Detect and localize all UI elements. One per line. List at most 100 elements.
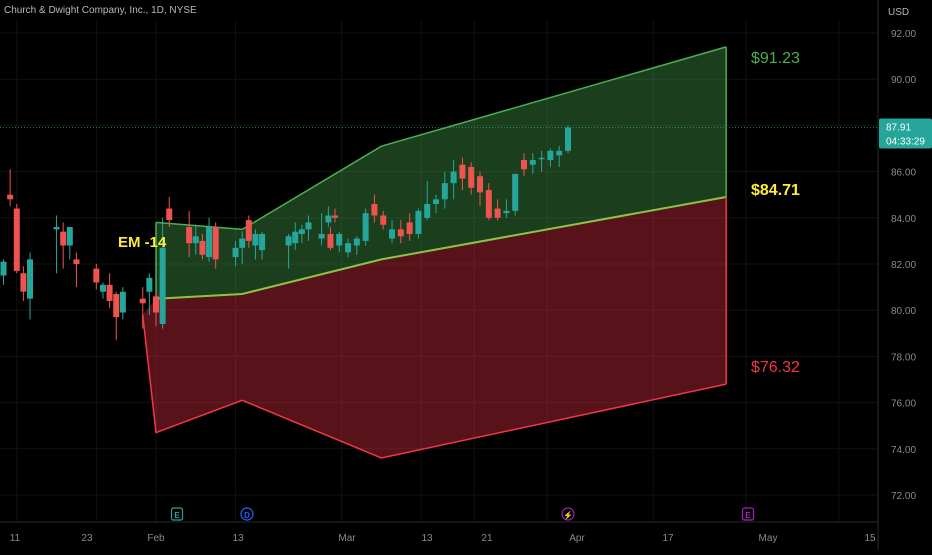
event-marker-shape bbox=[240, 507, 254, 521]
candle[interactable] bbox=[199, 233, 206, 260]
candle[interactable] bbox=[336, 231, 343, 253]
lower-band-line bbox=[141, 314, 727, 459]
event-marker-icon[interactable]: ⚡ bbox=[561, 507, 575, 521]
candle[interactable] bbox=[503, 199, 510, 218]
candle[interactable] bbox=[99, 282, 106, 299]
candle[interactable] bbox=[547, 148, 554, 167]
candle-body bbox=[66, 227, 73, 246]
candle-body bbox=[325, 215, 332, 223]
candle[interactable] bbox=[239, 231, 246, 264]
candle[interactable] bbox=[556, 146, 563, 167]
candle-body bbox=[503, 210, 510, 214]
candle[interactable] bbox=[60, 222, 67, 269]
candle[interactable] bbox=[66, 227, 73, 260]
candle[interactable] bbox=[424, 180, 431, 221]
candle-body bbox=[60, 231, 67, 246]
candle[interactable] bbox=[139, 287, 146, 329]
candle[interactable] bbox=[27, 252, 34, 320]
candle[interactable] bbox=[325, 206, 332, 228]
candle[interactable] bbox=[212, 222, 219, 269]
mid-band-line bbox=[155, 196, 727, 300]
price-axis[interactable]: USD92.0090.0088.0086.0084.0082.0080.0078… bbox=[877, 0, 932, 550]
candle[interactable] bbox=[0, 259, 7, 285]
event-marker-icon[interactable]: E bbox=[170, 507, 184, 521]
candle[interactable] bbox=[20, 266, 27, 301]
candle[interactable] bbox=[327, 227, 334, 251]
candle[interactable] bbox=[512, 173, 519, 216]
candle[interactable] bbox=[93, 264, 100, 290]
candle[interactable] bbox=[73, 252, 80, 288]
candle[interactable] bbox=[245, 215, 252, 248]
candle[interactable] bbox=[406, 213, 413, 241]
candle[interactable] bbox=[259, 231, 266, 260]
candle[interactable] bbox=[206, 217, 213, 262]
candle[interactable] bbox=[305, 215, 312, 241]
candle[interactable] bbox=[389, 220, 396, 244]
candle[interactable] bbox=[53, 215, 60, 274]
candle-body bbox=[424, 203, 431, 218]
candle[interactable] bbox=[371, 194, 378, 223]
candle-body bbox=[397, 229, 404, 237]
candle[interactable] bbox=[494, 199, 501, 221]
candle-body bbox=[529, 160, 536, 165]
candle-body bbox=[362, 213, 369, 241]
candle[interactable] bbox=[485, 183, 492, 221]
candle-body bbox=[459, 164, 466, 179]
candle[interactable] bbox=[397, 220, 404, 244]
candle[interactable] bbox=[521, 153, 528, 177]
candle-body bbox=[450, 171, 457, 184]
time-axis[interactable]: 11 23 Feb 13 Mar 13 21 Apr 17 May 15 bbox=[0, 521, 878, 544]
candle[interactable] bbox=[415, 208, 422, 239]
x-tick-label: 13 bbox=[421, 533, 433, 544]
candle-body bbox=[212, 227, 219, 260]
candle[interactable] bbox=[232, 240, 239, 267]
candle[interactable] bbox=[441, 171, 448, 209]
candle-body bbox=[139, 298, 146, 304]
candle[interactable] bbox=[113, 291, 120, 341]
candle[interactable] bbox=[380, 210, 387, 230]
event-marker-label: E bbox=[745, 511, 751, 520]
candle[interactable] bbox=[7, 169, 14, 207]
candle[interactable] bbox=[529, 153, 536, 174]
candle[interactable] bbox=[252, 229, 259, 260]
candle[interactable] bbox=[318, 213, 325, 246]
candle[interactable] bbox=[159, 217, 166, 329]
annotations: EM -14 $91.23 $84.71 $76.32 bbox=[0, 50, 878, 376]
candle[interactable] bbox=[186, 210, 193, 258]
candle[interactable] bbox=[119, 287, 126, 320]
candle[interactable] bbox=[285, 233, 292, 269]
candle[interactable] bbox=[433, 194, 440, 214]
candle-body bbox=[477, 176, 484, 193]
candle-body bbox=[0, 261, 7, 276]
candle-body bbox=[292, 231, 299, 244]
candle[interactable] bbox=[192, 224, 199, 255]
candle[interactable] bbox=[13, 203, 20, 274]
candle[interactable] bbox=[362, 208, 369, 246]
candle-body bbox=[13, 208, 20, 271]
candle-body bbox=[159, 247, 166, 325]
candle[interactable] bbox=[292, 222, 299, 251]
candle-body bbox=[20, 273, 27, 292]
candle[interactable] bbox=[468, 162, 475, 195]
candle[interactable] bbox=[538, 150, 545, 172]
candle[interactable] bbox=[345, 238, 352, 258]
mid-target-label: $84.71 bbox=[751, 182, 800, 199]
candle[interactable] bbox=[166, 197, 173, 228]
upper-band-line bbox=[155, 46, 727, 231]
candle-body bbox=[433, 199, 440, 204]
candle[interactable] bbox=[353, 236, 360, 255]
candle[interactable] bbox=[106, 273, 113, 308]
candle-body bbox=[327, 233, 334, 248]
candle[interactable] bbox=[332, 208, 339, 223]
event-marker-icon[interactable]: E bbox=[741, 507, 755, 521]
expected-move-bands bbox=[141, 46, 727, 459]
candle[interactable] bbox=[298, 224, 305, 244]
candle[interactable] bbox=[565, 125, 571, 154]
event-marker-icon[interactable]: D bbox=[240, 507, 254, 521]
candle[interactable] bbox=[459, 157, 466, 191]
candle[interactable] bbox=[450, 160, 457, 200]
candle[interactable] bbox=[477, 171, 484, 207]
candle[interactable] bbox=[153, 291, 159, 327]
candle[interactable] bbox=[146, 273, 153, 315]
